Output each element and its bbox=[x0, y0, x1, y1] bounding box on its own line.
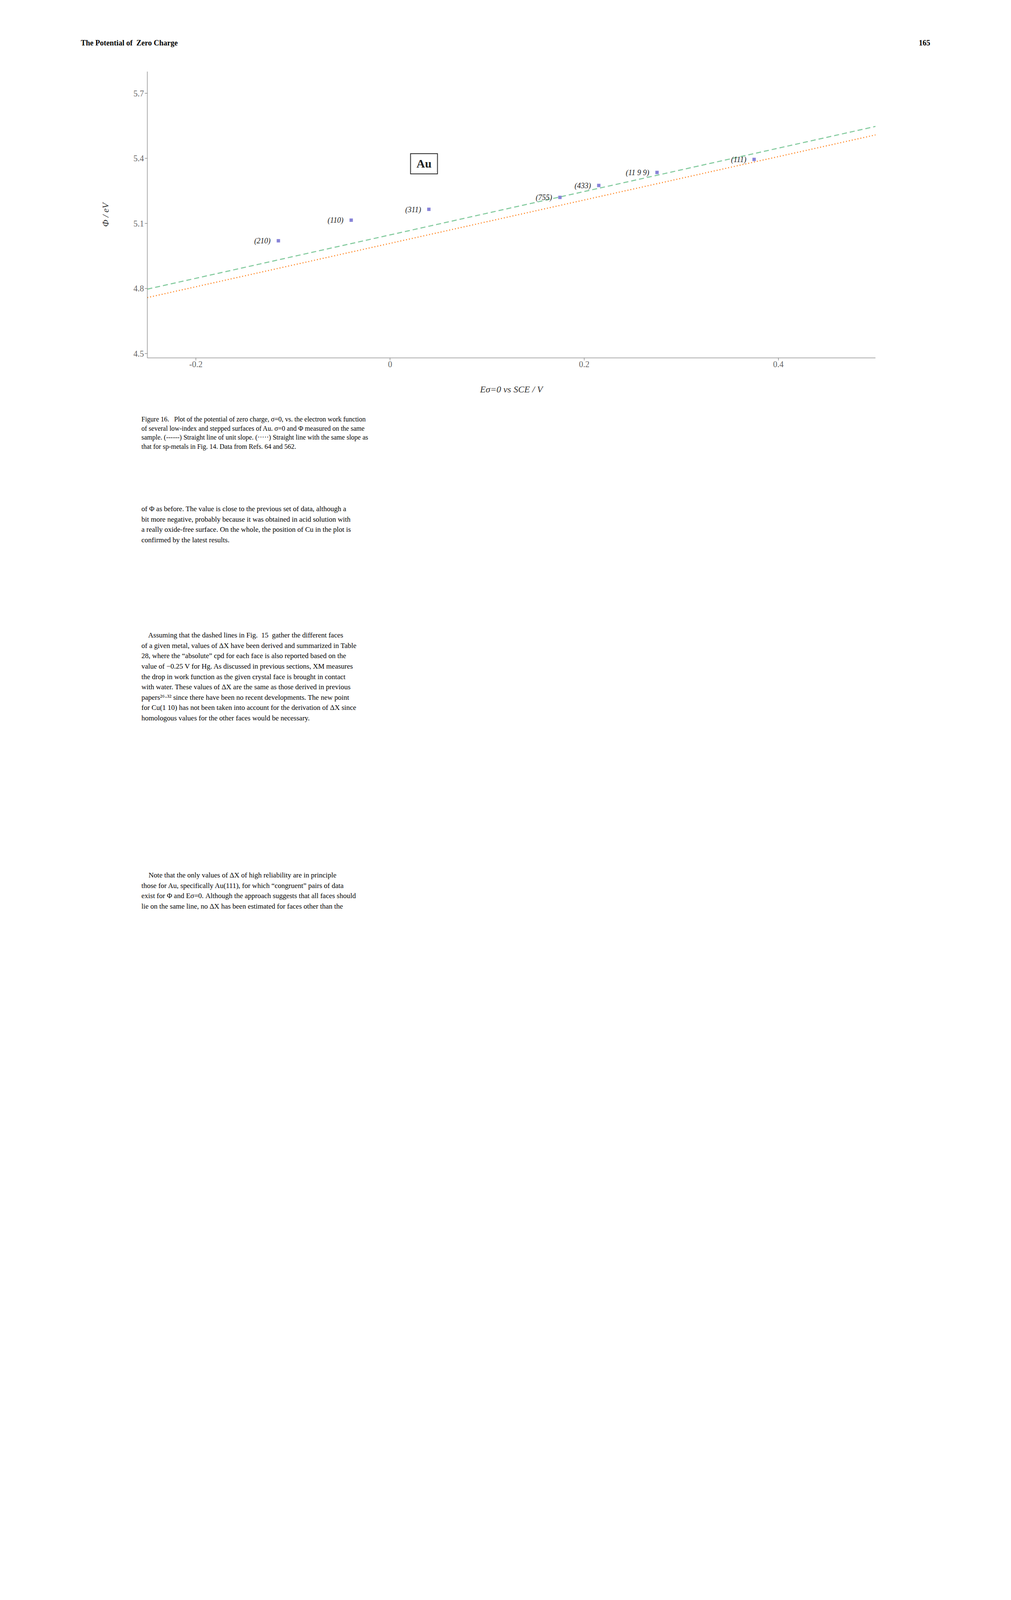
svg-text:0: 0 bbox=[388, 359, 393, 369]
svg-text:(433): (433) bbox=[574, 181, 591, 191]
svg-text:(111): (111) bbox=[731, 155, 747, 165]
html-text:165: 165 bbox=[918, 38, 931, 48]
html-text:of Φ as before. The value is c: of Φ as before. The value is close to th… bbox=[141, 504, 351, 544]
svg-text:0.2: 0.2 bbox=[579, 359, 590, 369]
html-text:The Potential of Zero Charge: The Potential of Zero Charge bbox=[80, 38, 178, 48]
svg-text:Au: Au bbox=[416, 156, 432, 171]
svg-text:4.8: 4.8 bbox=[133, 283, 144, 293]
svg-text:5.4: 5.4 bbox=[133, 153, 144, 163]
svg-text:0.4: 0.4 bbox=[773, 359, 784, 369]
svg-text:(110): (110) bbox=[327, 215, 344, 225]
svg-text:(755): (755) bbox=[535, 193, 553, 203]
svg-text:Φ / eV: Φ / eV bbox=[100, 201, 111, 227]
svg-text:(210): (210) bbox=[254, 236, 271, 246]
svg-text:4.5: 4.5 bbox=[133, 348, 144, 359]
svg-text:5.7: 5.7 bbox=[133, 88, 144, 99]
svg-text:Eσ=0 vs SCE / V: Eσ=0 vs SCE / V bbox=[479, 383, 544, 395]
html-text:Figure 16. Plot of the potenti: Figure 16. Plot of the potential of zero… bbox=[141, 415, 369, 450]
html-text:Note that the only values of Δ: Note that the only values of ΔΧ of high … bbox=[141, 870, 356, 910]
html-text:Assuming that the dashed lines: Assuming that the dashed lines in Fig. 1… bbox=[141, 630, 357, 722]
svg-text:-0.2: -0.2 bbox=[188, 359, 203, 369]
svg-text:5.1: 5.1 bbox=[133, 218, 144, 229]
svg-text:(311): (311) bbox=[405, 205, 422, 215]
svg-text:(11 9 9): (11 9 9) bbox=[625, 168, 650, 178]
